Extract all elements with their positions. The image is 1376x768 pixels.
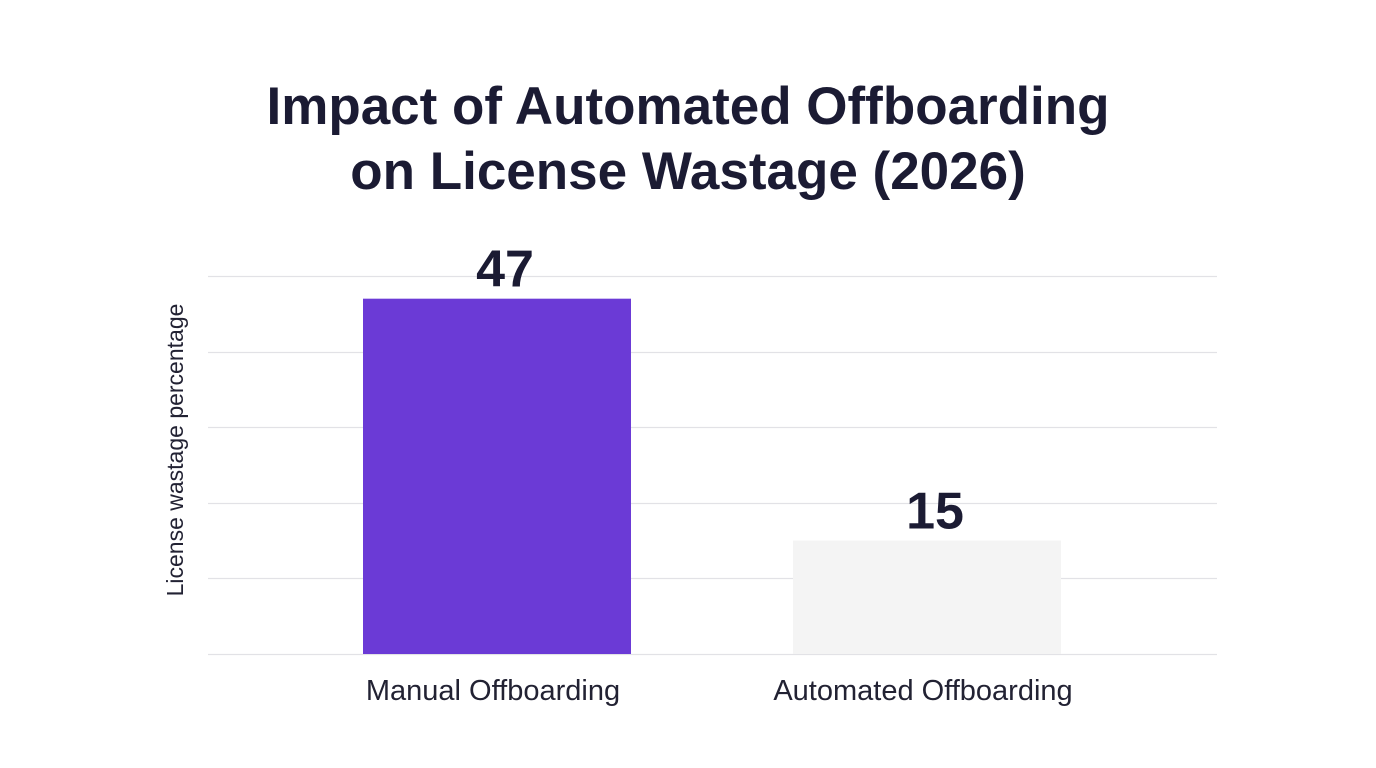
value-labels: 47 15 [476, 241, 964, 541]
x-tick-label: Manual Offboarding [366, 675, 620, 707]
value-label: 47 [476, 241, 534, 299]
y-axis-label: License wastage percentage [162, 304, 188, 597]
chart-title-line-2: on License Wastage (2026) [350, 142, 1026, 201]
chart-title-line-1: Impact of Automated Offboarding [266, 77, 1110, 136]
x-axis-labels: Manual Offboarding Automated Offboarding [366, 675, 1073, 707]
gridlines [208, 275, 1217, 656]
bar-manual-offboarding [363, 298, 631, 654]
bars [363, 298, 1061, 654]
x-tick-label: Automated Offboarding [773, 675, 1072, 707]
bar-automated-offboarding [793, 540, 1061, 654]
value-label: 15 [906, 483, 964, 541]
